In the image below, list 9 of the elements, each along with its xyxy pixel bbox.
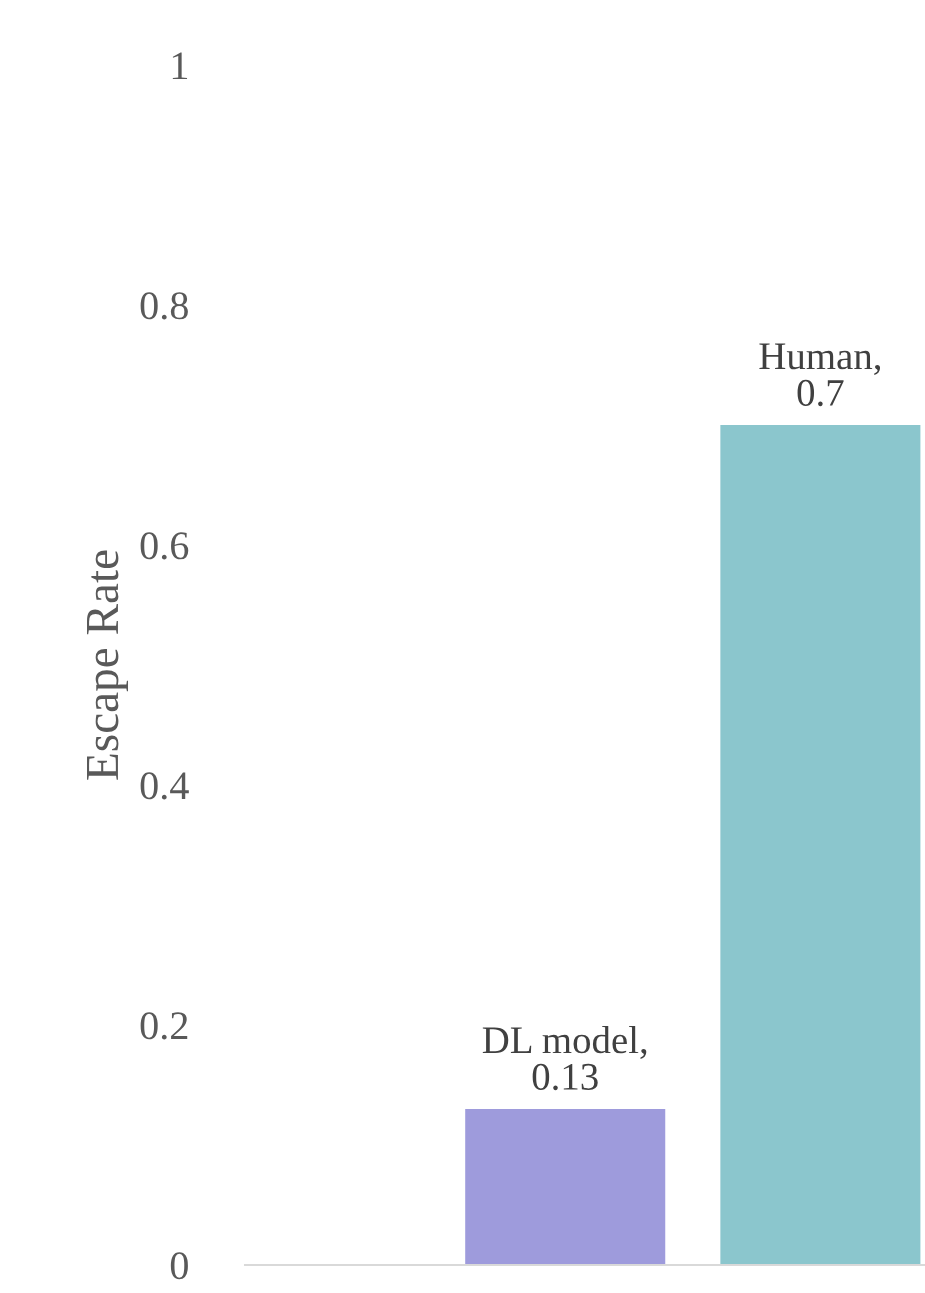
y-tick-label: 0.4 <box>140 772 189 800</box>
data-label: DL model, 0.13 <box>482 1026 647 1091</box>
y-tick-label: 1 <box>172 52 188 79</box>
y-tick-label: 0 <box>170 1252 188 1280</box>
y-tick-label: 0.8 <box>140 292 188 320</box>
y-tick-label: 0.6 <box>140 532 189 560</box>
y-axis-title: Escape Rate <box>87 550 128 780</box>
data-label: Human, 0.7 <box>759 343 881 407</box>
y-tick-label: 0.2 <box>140 1012 188 1040</box>
